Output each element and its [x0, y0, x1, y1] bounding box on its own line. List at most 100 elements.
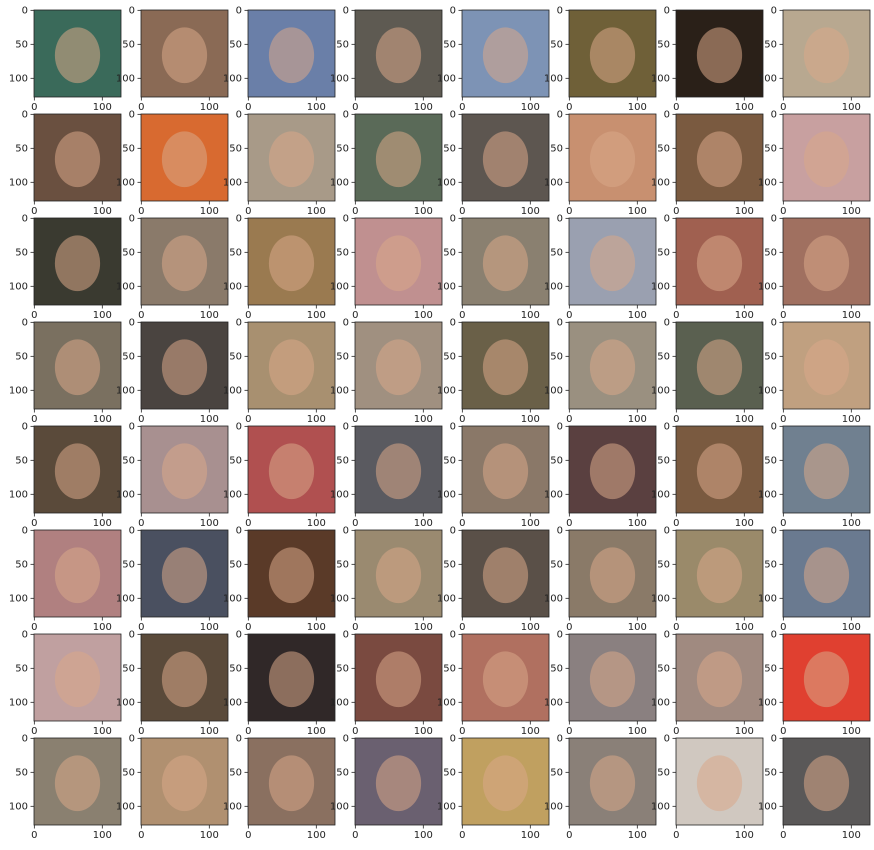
subplot: 0 50 100 0 100	[9, 421, 122, 529]
x-tick-label: 100	[735, 830, 754, 841]
y-tick-label: 50	[336, 143, 349, 154]
x-tick-label: 100	[414, 102, 433, 113]
y-tick-label: 50	[229, 247, 242, 258]
y-tick-label: 0	[236, 317, 242, 328]
y-tick-label: 0	[22, 733, 28, 744]
subplot: 0 50 100 0 100	[9, 733, 122, 841]
y-tick-label: 0	[664, 629, 670, 640]
y-tick-label: 100	[9, 489, 28, 500]
y-tick-label: 100	[758, 281, 777, 292]
axes-frame	[140, 737, 229, 826]
subplot: 0 50 100 0 100	[544, 5, 657, 113]
x-tick-label: 100	[307, 310, 326, 321]
x-tick-label: 0	[138, 830, 144, 841]
x-tick-label: 100	[307, 622, 326, 633]
y-tick-label: 0	[129, 317, 135, 328]
y-tick-label: 50	[657, 39, 670, 50]
x-tick-label: 0	[245, 622, 251, 633]
axes-frame	[782, 113, 871, 202]
subplot: 0 50 100 0 100	[758, 629, 871, 737]
x-tick-label: 0	[31, 622, 37, 633]
axes-frame	[568, 113, 657, 202]
face	[482, 547, 529, 604]
axes-frame	[675, 9, 764, 98]
y-tick-label: 0	[557, 109, 563, 120]
axes-frame	[782, 321, 871, 410]
y-tick-label: 0	[557, 421, 563, 432]
axes-frame	[675, 113, 764, 202]
y-tick-label: 0	[450, 525, 456, 536]
x-tick-label: 0	[566, 622, 572, 633]
y-tick-label: 50	[229, 767, 242, 778]
face	[161, 339, 208, 396]
subplot: 0 50 100 0 100	[437, 421, 550, 529]
y-tick-label: 100	[330, 801, 349, 812]
y-tick-label: 100	[223, 697, 242, 708]
axes-frame	[354, 113, 443, 202]
axes-frame	[568, 737, 657, 826]
x-tick-label: 0	[31, 206, 37, 217]
y-tick-label: 0	[343, 317, 349, 328]
face	[268, 27, 315, 84]
y-tick-label: 100	[223, 385, 242, 396]
y-tick-label: 0	[664, 421, 670, 432]
y-tick-label: 50	[15, 351, 28, 362]
x-tick-label: 0	[566, 830, 572, 841]
x-tick-label: 0	[245, 310, 251, 321]
y-tick-label: 50	[122, 351, 135, 362]
x-tick-label: 100	[307, 726, 326, 737]
axes-frame	[247, 217, 336, 306]
y-tick-label: 100	[758, 489, 777, 500]
x-tick-label: 100	[628, 622, 647, 633]
y-tick-label: 100	[544, 385, 563, 396]
subplot: 0 50 100 0 100	[9, 213, 122, 321]
x-tick-label: 100	[414, 726, 433, 737]
subplot: 0 50 100 0 100	[330, 421, 443, 529]
subplot: 0 50 100 0 100	[437, 317, 550, 425]
subplot: 0 50 100 0 100	[437, 525, 550, 633]
x-tick-label: 100	[521, 726, 540, 737]
x-tick-label: 100	[200, 622, 219, 633]
axes-frame	[675, 425, 764, 514]
face	[375, 651, 422, 708]
x-tick-label: 100	[735, 414, 754, 425]
y-tick-label: 100	[437, 593, 456, 604]
y-tick-label: 0	[557, 525, 563, 536]
x-tick-label: 0	[780, 830, 786, 841]
x-tick-label: 0	[459, 206, 465, 217]
axes-frame	[675, 217, 764, 306]
subplot: 0 50 100 0 100	[223, 733, 336, 841]
x-tick-label: 0	[673, 726, 679, 737]
subplot: 0 50 100 0 100	[9, 5, 122, 113]
x-tick-label: 100	[93, 726, 112, 737]
x-tick-label: 100	[307, 206, 326, 217]
y-tick-label: 100	[758, 801, 777, 812]
x-tick-label: 100	[628, 206, 647, 217]
y-tick-label: 100	[116, 281, 135, 292]
y-tick-label: 50	[229, 143, 242, 154]
y-tick-label: 50	[336, 351, 349, 362]
x-tick-label: 100	[93, 622, 112, 633]
subplot: 0 50 100 0 100	[544, 213, 657, 321]
x-tick-label: 0	[673, 206, 679, 217]
face	[268, 339, 315, 396]
axes-frame	[568, 321, 657, 410]
x-tick-label: 0	[138, 206, 144, 217]
axes-frame	[354, 9, 443, 98]
x-tick-label: 0	[138, 102, 144, 113]
y-tick-label: 100	[9, 801, 28, 812]
y-tick-label: 0	[664, 5, 670, 16]
y-tick-label: 50	[443, 455, 456, 466]
subplot: 0 50 100 0 100	[330, 5, 443, 113]
y-tick-label: 50	[443, 559, 456, 570]
y-tick-label: 50	[15, 455, 28, 466]
y-tick-label: 0	[22, 421, 28, 432]
x-tick-label: 0	[352, 622, 358, 633]
subplot: 0 50 100 0 100	[544, 629, 657, 737]
subplot: 0 50 100 0 100	[223, 629, 336, 737]
subplot: 0 50 100 0 100	[758, 317, 871, 425]
subplot: 0 50 100 0 100	[330, 317, 443, 425]
x-tick-label: 100	[414, 830, 433, 841]
y-tick-label: 50	[122, 559, 135, 570]
x-tick-label: 100	[842, 830, 861, 841]
